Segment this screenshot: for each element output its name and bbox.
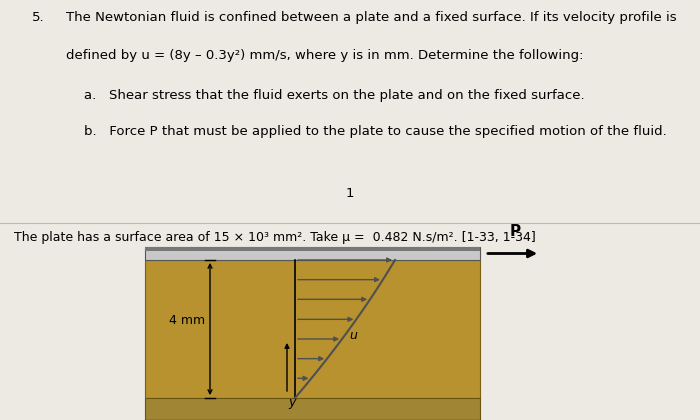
Text: 1: 1: [346, 187, 354, 200]
Text: u: u: [349, 329, 357, 342]
Bar: [145, 247, 480, 251]
Text: The Newtonian fluid is confined between a plate and a fixed surface. If its velo: The Newtonian fluid is confined between …: [66, 11, 677, 24]
Text: y: y: [288, 396, 295, 409]
Text: 5.: 5.: [32, 11, 44, 24]
Text: defined by u = (8y – 0.3y²) mm/s, where y is in mm. Determine the following:: defined by u = (8y – 0.3y²) mm/s, where …: [66, 49, 584, 62]
Text: P: P: [510, 225, 521, 239]
Bar: [145, 260, 480, 398]
Text: a.   Shear stress that the fluid exerts on the plate and on the fixed surface.: a. Shear stress that the fluid exerts on…: [84, 89, 584, 102]
Bar: [145, 247, 480, 260]
Text: b.   Force P that must be applied to the plate to cause the specified motion of : b. Force P that must be applied to the p…: [84, 125, 666, 138]
Text: 4 mm: 4 mm: [169, 315, 205, 328]
Bar: [145, 398, 480, 420]
Text: The plate has a surface area of 15 × 10³ mm². Take μ =  0.482 N.s/m². [1-33, 1-3: The plate has a surface area of 15 × 10³…: [14, 231, 536, 244]
